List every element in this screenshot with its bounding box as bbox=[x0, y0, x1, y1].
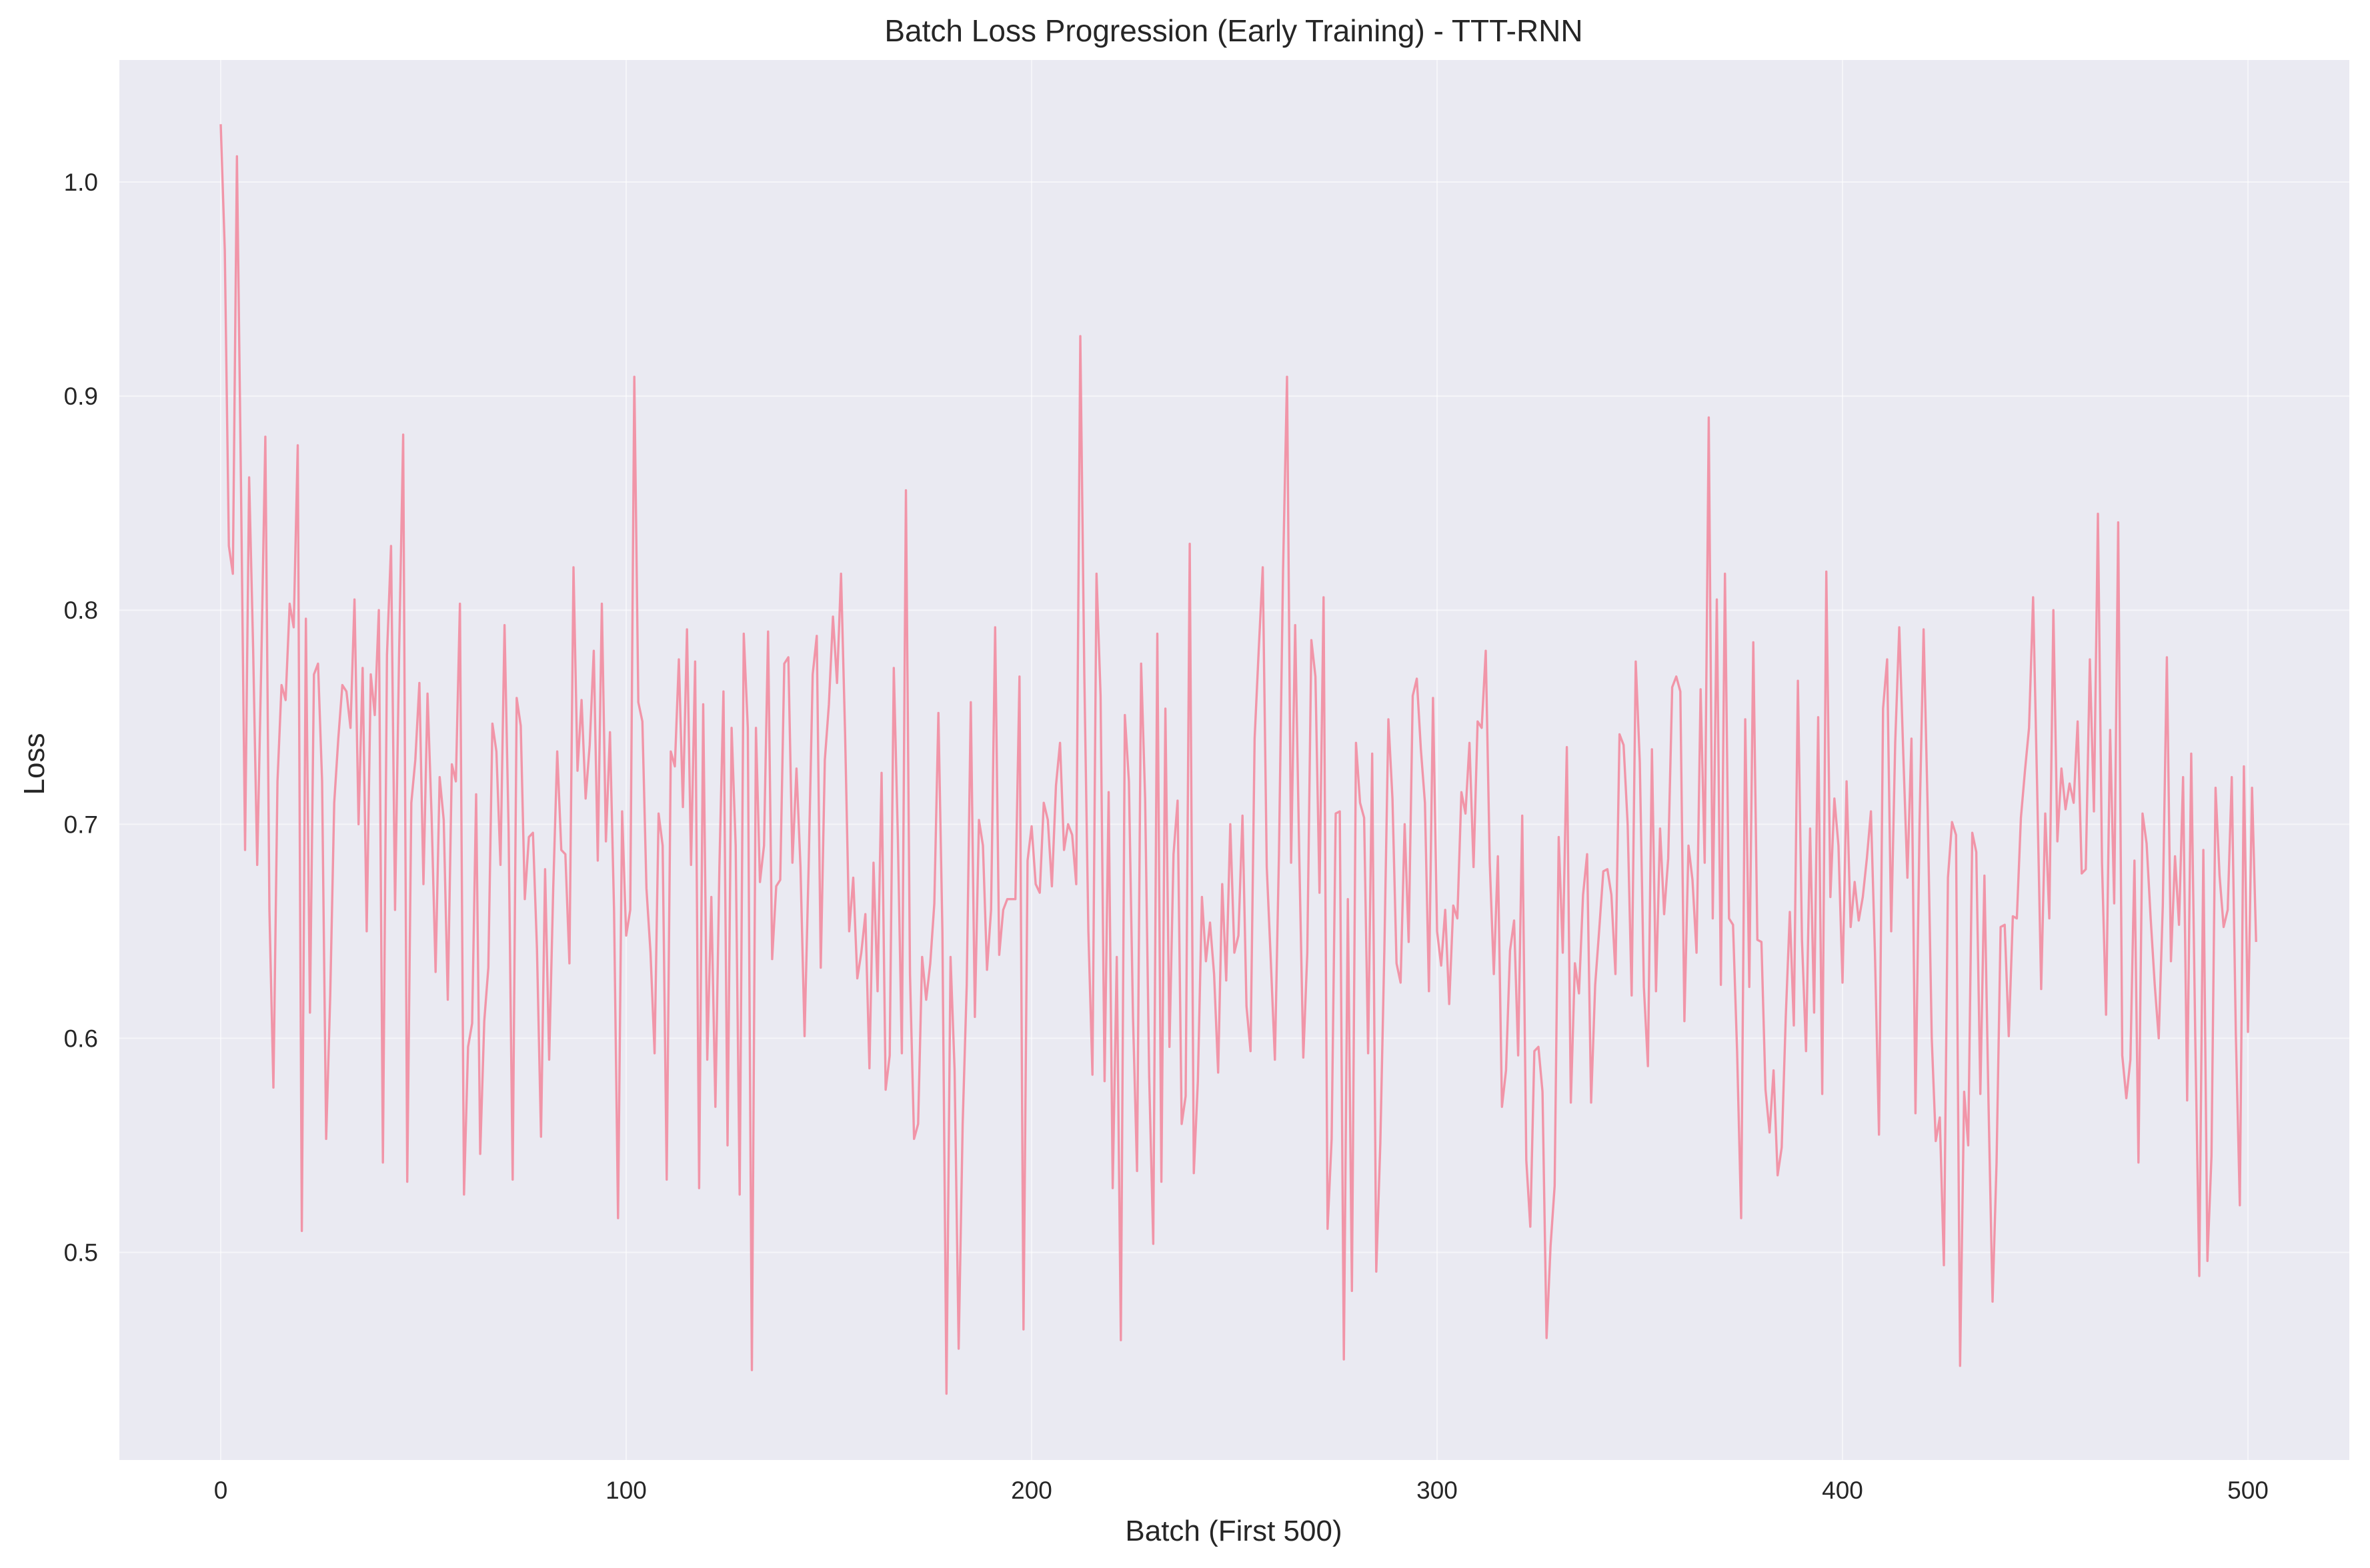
grid-lines bbox=[119, 60, 2349, 1460]
y-tick-label: 0.6 bbox=[64, 1025, 98, 1052]
tick-labels: 0 100 200 300 400 500 0.5 0.6 0.7 0.8 0.9 1.0 bbox=[64, 169, 2269, 1504]
y-tick-label: 0.8 bbox=[64, 597, 98, 624]
y-tick-label: 0.9 bbox=[64, 383, 98, 410]
y-tick-label: 0.7 bbox=[64, 811, 98, 838]
chart-title: Batch Loss Progression (Early Training) … bbox=[884, 13, 1582, 48]
series-line bbox=[219, 124, 2257, 1395]
x-tick-label: 0 bbox=[214, 1477, 228, 1504]
plot-background bbox=[119, 60, 2349, 1460]
y-tick-label: 1.0 bbox=[64, 169, 98, 196]
x-tick-label: 300 bbox=[1416, 1477, 1458, 1504]
x-tick-label: 500 bbox=[2227, 1477, 2269, 1504]
x-axis-label: Batch (First 500) bbox=[1125, 1515, 1342, 1547]
series-layer bbox=[219, 124, 2257, 1395]
y-axis-label: Loss bbox=[18, 733, 51, 795]
x-tick-label: 400 bbox=[1822, 1477, 1863, 1504]
y-tick-label: 0.5 bbox=[64, 1239, 98, 1267]
x-tick-label: 100 bbox=[606, 1477, 647, 1504]
x-tick-label: 200 bbox=[1011, 1477, 1052, 1504]
